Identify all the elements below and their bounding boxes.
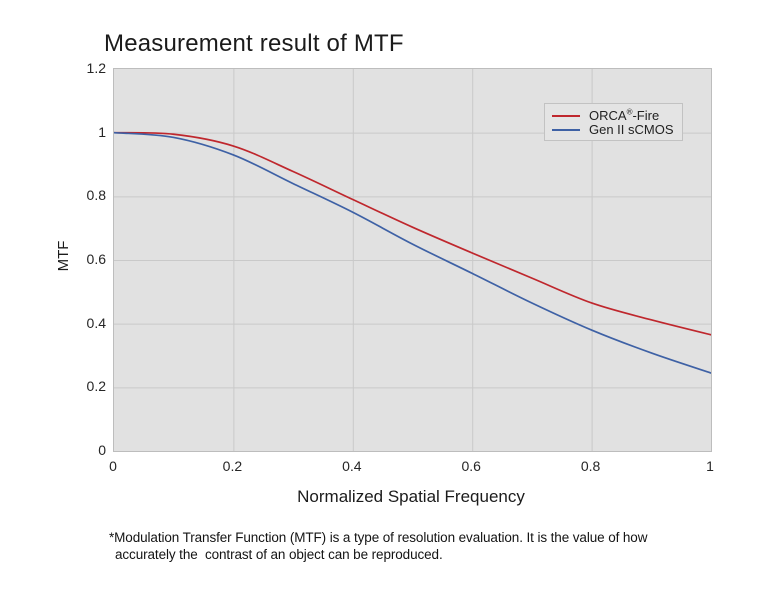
legend-label-gen2-scmos: Gen II sCMOS (589, 122, 674, 137)
series-line-gen-ii-scmos (114, 131, 711, 374)
x-tick-label-1: 1 (706, 458, 714, 474)
y-tick-label-0.8: 0.8 (86, 187, 106, 204)
x-tick-label-0.6: 0.6 (461, 458, 481, 474)
chart-title: Measurement result of MTF (104, 30, 404, 57)
y-tick-label-0.4: 0.4 (86, 314, 106, 331)
y-axis-title: MTF (55, 240, 72, 272)
x-tick-label-0: 0 (109, 458, 117, 474)
footnote-line-1: *Modulation Transfer Function (MTF) is a… (109, 530, 648, 545)
plot-area: ORCA®-Fire Gen II sCMOS (113, 68, 712, 452)
legend-line-swatch-red (552, 115, 580, 117)
legend-item-orca-fire: ORCA®-Fire (552, 107, 682, 123)
x-tick-label-0.2: 0.2 (222, 458, 243, 474)
plot-svg (114, 69, 711, 451)
x-tick-label-0.8: 0.8 (580, 458, 601, 474)
series-line-orca-fire (114, 131, 711, 336)
x-axis-title: Normalized Spatial Frequency (297, 487, 525, 506)
y-tick-label-0.2: 0.2 (86, 378, 106, 395)
footnote-line-2: accurately the contrast of an object can… (115, 547, 443, 562)
x-tick-label-0.4: 0.4 (342, 458, 362, 474)
y-tick-label-1: 1 (98, 123, 106, 140)
footnote: *Modulation Transfer Function (MTF) is a… (109, 529, 647, 563)
legend-label-orca-fire: ORCA®-Fire (589, 107, 660, 123)
legend-item-gen2-scmos: Gen II sCMOS (552, 123, 682, 137)
legend-line-swatch-blue (552, 129, 580, 131)
legend: ORCA®-Fire Gen II sCMOS (544, 103, 683, 141)
y-tick-label-1.2: 1.2 (86, 60, 106, 76)
y-tick-label-0: 0 (98, 442, 106, 458)
